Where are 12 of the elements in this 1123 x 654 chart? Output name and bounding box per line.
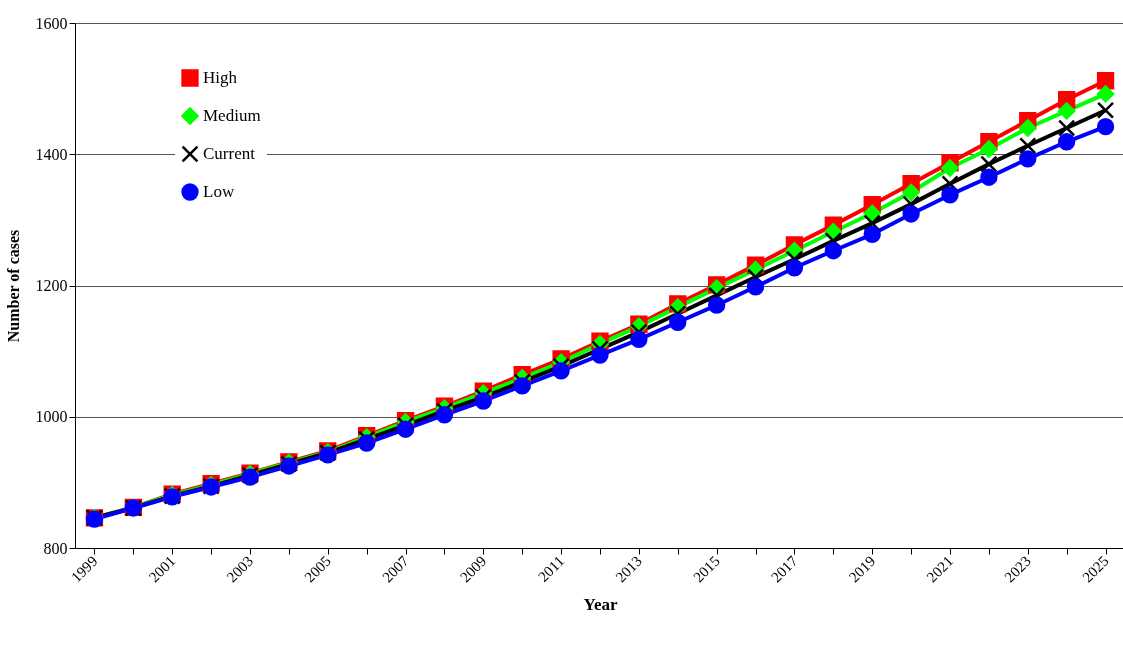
x-axis-title: Year [583,595,618,615]
y-tick-label: 1400 [35,145,68,163]
y-tick-label: 1600 [35,14,68,32]
legend-label: High [203,68,238,87]
y-tick-label: 800 [43,539,68,557]
y-tick-label: 1000 [35,408,68,426]
y-axis-title: Number of cases [4,229,22,343]
legend-label: Current [203,144,256,163]
legend-label: Low [203,182,235,201]
x-tick-label: 2011 [535,552,568,585]
legend-label: Medium [203,106,261,125]
y-tick-label: 1200 [35,277,68,294]
